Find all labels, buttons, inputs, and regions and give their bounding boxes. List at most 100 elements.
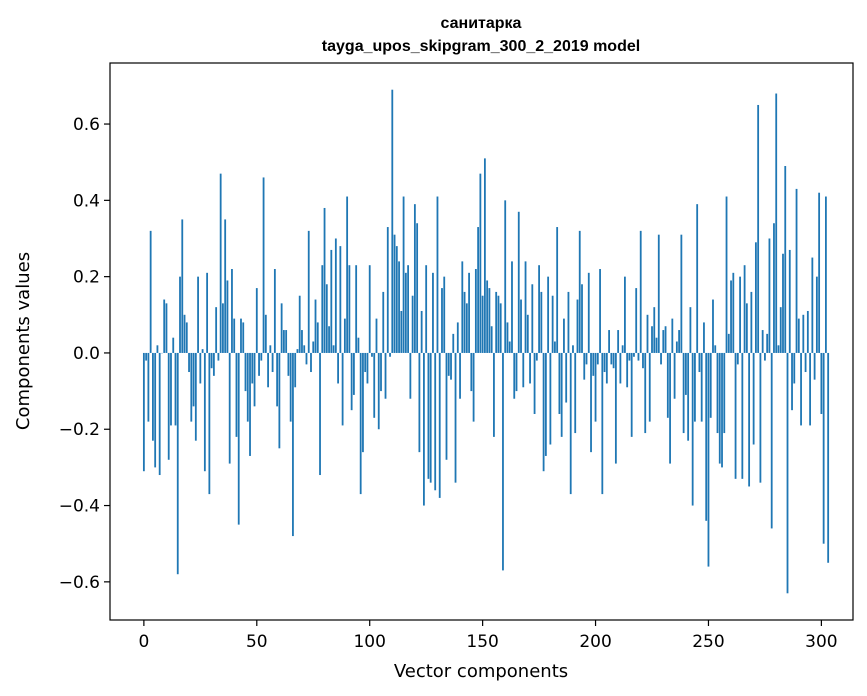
- bar-118: [409, 352, 412, 399]
- bar-72: [305, 352, 308, 365]
- bar-32: [215, 307, 218, 353]
- y-axis-ticks: −0.6 −0.4 −0.2 0.0 0.2 0.4 0.6: [59, 115, 110, 593]
- bar-69: [298, 295, 301, 353]
- bar-258: [725, 196, 728, 353]
- bar-240: [684, 352, 687, 395]
- bar-47: [249, 352, 251, 456]
- bar-219: [637, 352, 640, 361]
- bar-62: [282, 330, 285, 353]
- bar-87: [339, 246, 342, 353]
- bar-1: [145, 352, 148, 361]
- bar-94: [355, 265, 358, 353]
- bar-195: [583, 352, 586, 380]
- bar-175: [538, 265, 540, 353]
- bar-113: [398, 261, 400, 353]
- bar-267: [745, 303, 748, 353]
- bar-0: [142, 352, 145, 472]
- bar-279: [773, 223, 775, 353]
- bar-163: [511, 261, 513, 353]
- bar-122: [418, 352, 421, 453]
- bar-164: [513, 352, 516, 399]
- bar-128: [432, 272, 434, 353]
- bar-165: [515, 352, 518, 392]
- bar-207: [610, 352, 613, 365]
- bar-85: [334, 238, 337, 353]
- bar-125: [425, 265, 428, 353]
- bar-44: [242, 322, 245, 353]
- bar-243: [691, 352, 694, 506]
- bar-205: [605, 352, 608, 384]
- bar-43: [240, 318, 242, 353]
- bar-95: [357, 337, 360, 353]
- bar-160: [504, 200, 507, 353]
- bar-277: [768, 238, 771, 353]
- bar-269: [750, 291, 753, 353]
- bar-198: [590, 352, 592, 453]
- bar-276: [766, 333, 769, 353]
- bar-24: [197, 276, 199, 353]
- bar-2: [147, 352, 150, 422]
- bar-229: [660, 352, 662, 365]
- bar-99: [366, 352, 369, 384]
- bar-255: [718, 352, 721, 464]
- bar-3: [149, 230, 152, 353]
- bar-302: [824, 196, 827, 353]
- bar-127: [429, 352, 432, 483]
- y-tick-label: 0.2: [73, 268, 100, 288]
- bar-103: [375, 318, 378, 353]
- bar-37: [226, 280, 229, 353]
- bar-115: [402, 196, 405, 353]
- bar-86: [337, 352, 339, 384]
- bar-93: [352, 352, 355, 395]
- bar-238: [680, 234, 683, 353]
- y-tick-label: 0.4: [73, 191, 100, 211]
- bar-49: [253, 352, 256, 407]
- bar-28: [206, 272, 209, 353]
- bar-220: [639, 230, 642, 353]
- bar-101: [371, 352, 373, 357]
- bar-194: [581, 284, 583, 353]
- bar-96: [359, 352, 362, 495]
- bar-141: [461, 261, 464, 353]
- bar-22: [192, 352, 195, 407]
- bar-18: [183, 314, 186, 353]
- bar-221: [642, 352, 644, 369]
- bar-116: [404, 272, 407, 353]
- bar-298: [815, 276, 818, 353]
- bar-74: [310, 352, 312, 373]
- bar-133: [443, 276, 446, 353]
- bar-14: [174, 352, 177, 426]
- bar-15: [176, 352, 179, 575]
- bar-286: [788, 249, 791, 353]
- bar-256: [721, 352, 723, 468]
- bar-84: [332, 345, 335, 353]
- bar-161: [506, 322, 509, 353]
- bar-199: [592, 352, 595, 376]
- bar-242: [689, 307, 692, 353]
- bar-80: [323, 207, 326, 353]
- bar-108: [386, 227, 389, 353]
- bar-191: [574, 352, 577, 434]
- bar-273: [759, 352, 762, 483]
- bar-123: [420, 310, 423, 353]
- bar-168: [522, 352, 525, 388]
- bar-154: [490, 326, 493, 353]
- bar-19: [185, 322, 188, 353]
- bar-23: [194, 352, 197, 441]
- bar-181: [551, 295, 554, 353]
- bar-156: [495, 291, 498, 353]
- bar-17: [181, 219, 184, 353]
- bar-244: [694, 352, 696, 422]
- bar-176: [540, 291, 543, 353]
- bar-144: [468, 272, 470, 353]
- bar-109: [389, 352, 391, 357]
- bar-68: [296, 349, 299, 353]
- bar-274: [761, 330, 764, 353]
- bar-237: [678, 330, 681, 353]
- bar-132: [441, 288, 443, 353]
- bar-111: [393, 234, 396, 353]
- bar-97: [362, 352, 364, 453]
- bar-30: [210, 352, 213, 369]
- bar-90: [346, 196, 349, 353]
- bar-119: [411, 295, 414, 353]
